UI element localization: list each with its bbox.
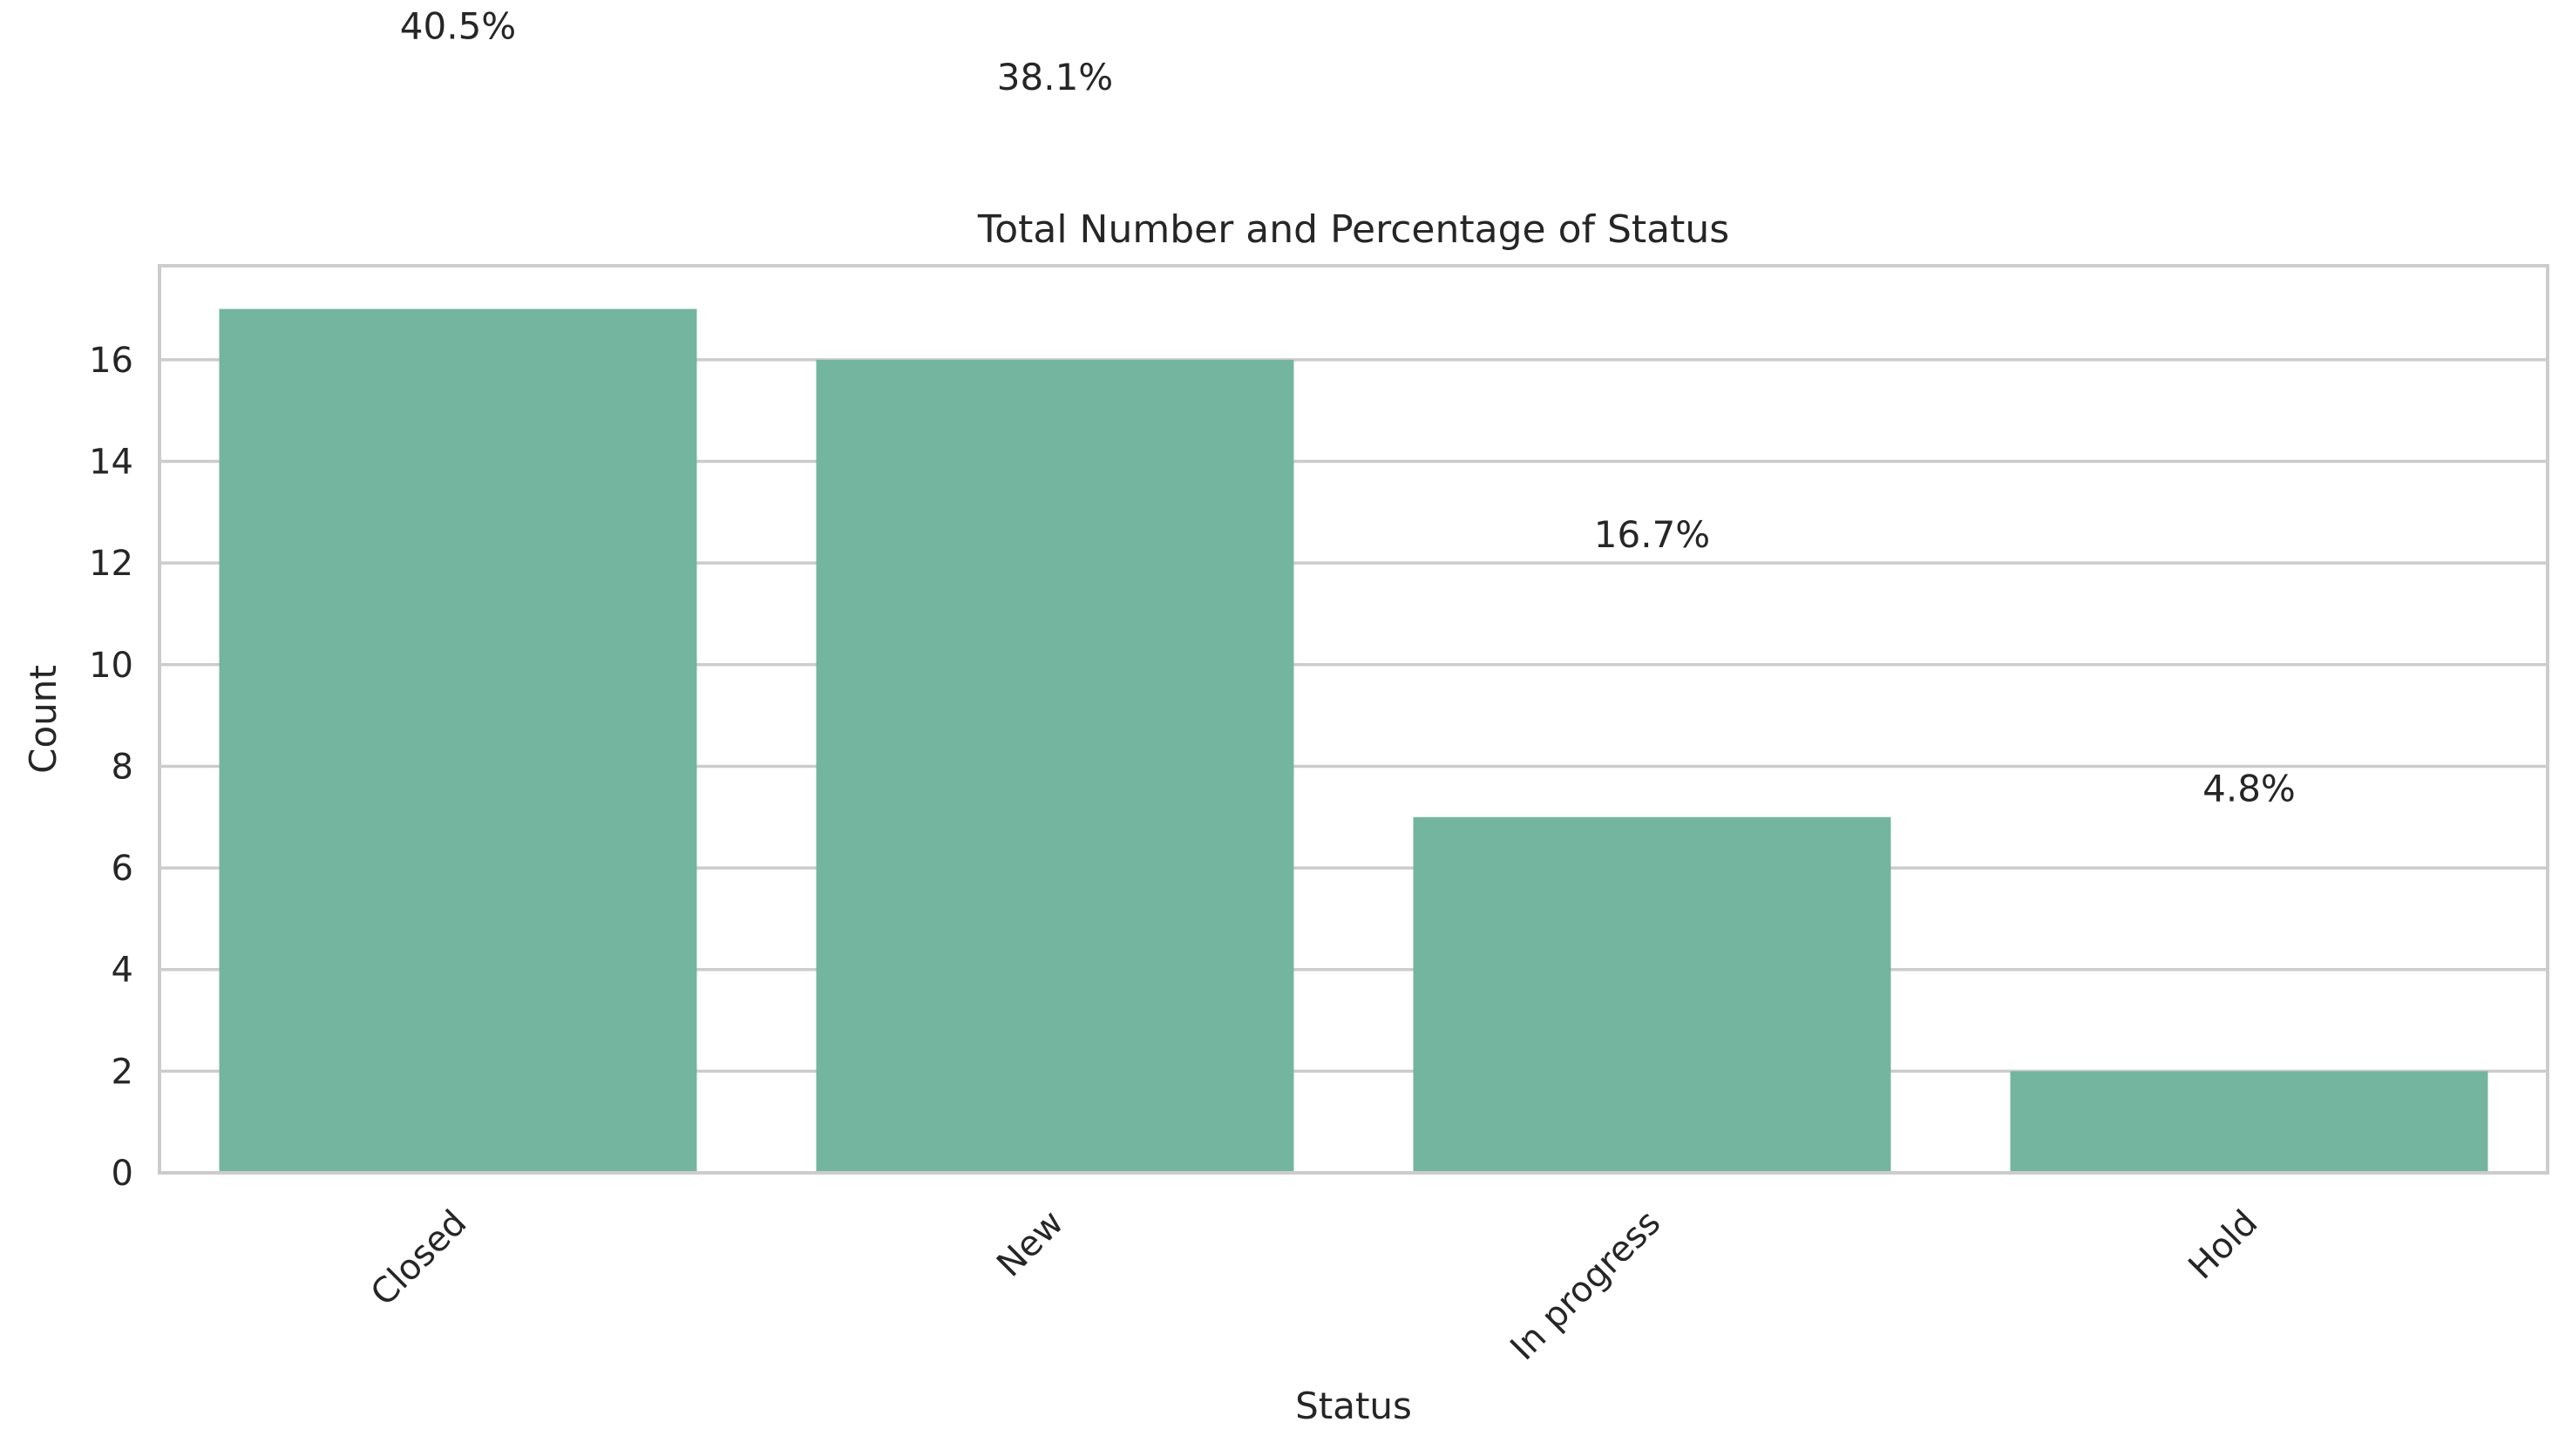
bar: [2010, 1071, 2488, 1173]
y-tick-label: 0: [112, 1154, 133, 1194]
percent-label: 4.8%: [2202, 767, 2296, 809]
y-tick-labels: 0 2 4 6 8 10 12 14 16: [89, 341, 133, 1194]
x-tick-label: In progress: [1503, 1202, 1668, 1368]
percent-label: 16.7%: [1594, 513, 1710, 556]
y-tick-label: 16: [89, 341, 133, 381]
y-axis-label: Count: [22, 665, 64, 774]
x-axis-label: Status: [1295, 1385, 1412, 1427]
y-tick-label: 12: [89, 544, 133, 584]
y-tick-label: 2: [112, 1052, 133, 1092]
y-tick-label: 4: [112, 951, 133, 991]
y-tick-label: 10: [89, 646, 133, 686]
y-tick-label: 8: [112, 747, 133, 787]
bar: [219, 308, 697, 1174]
x-tick-label: Hold: [2181, 1202, 2265, 1287]
chart-title: Total Number and Percentage of Status: [977, 207, 1729, 252]
bar: [1413, 816, 1891, 1173]
x-tick-labels: Closed New In progress Hold: [363, 1202, 2266, 1368]
bar: [816, 359, 1294, 1173]
percent-label: 40.5%: [400, 5, 516, 48]
y-tick-label: 6: [112, 849, 133, 889]
y-tick-label: 14: [89, 443, 133, 483]
x-tick-label: Closed: [363, 1202, 475, 1314]
percentage-labels: 40.5% 38.1% 16.7% 4.8%: [400, 5, 2296, 810]
x-tick-label: New: [989, 1202, 1071, 1284]
percent-label: 38.1%: [997, 56, 1113, 98]
bars: [219, 308, 2488, 1174]
plot-frame: [158, 264, 2549, 1175]
